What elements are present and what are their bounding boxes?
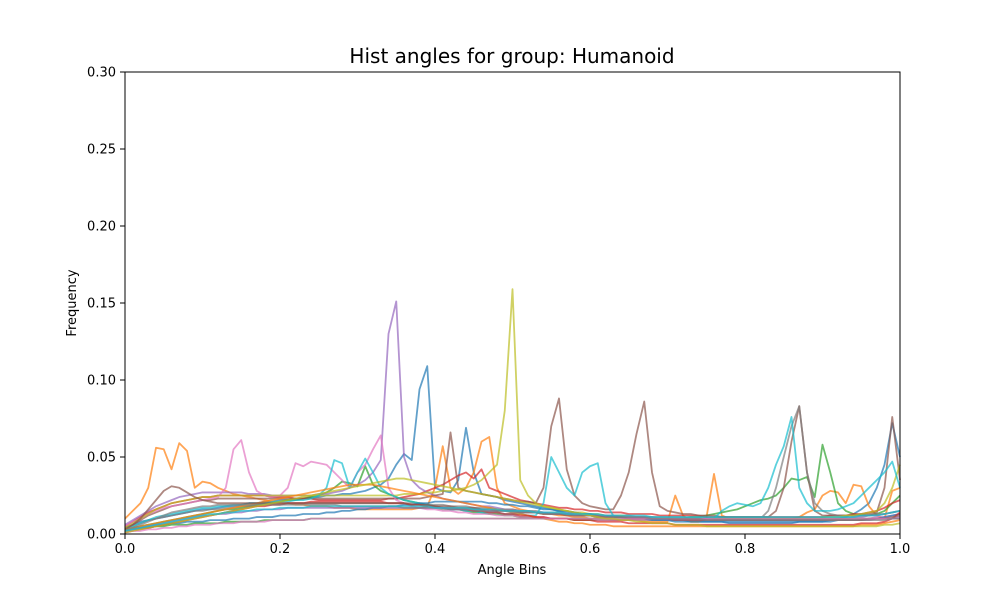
y-tick-label: 0.00 [87, 528, 116, 543]
y-axis-label: Frequency [65, 269, 80, 336]
chart-title: Hist angles for group: Humanoid [349, 44, 674, 68]
y-tick-label: 0.25 [87, 143, 116, 158]
x-tick-label: 1.0 [890, 542, 911, 557]
x-axis-ticks: 0.0 0.2 0.4 0.6 0.8 1.0 [115, 534, 911, 557]
series-line-19 [124, 477, 901, 534]
x-axis-label: Angle Bins [478, 563, 547, 578]
x-tick-label: 0.0 [115, 542, 136, 557]
series-line-20 [124, 505, 901, 532]
x-tick-label: 0.2 [270, 542, 291, 557]
series-line-11 [124, 500, 901, 532]
x-tick-label: 0.4 [425, 542, 446, 557]
y-tick-label: 0.15 [87, 297, 116, 312]
y-tick-label: 0.05 [87, 451, 116, 466]
series-layer [124, 288, 901, 534]
series-line-18 [124, 503, 900, 532]
y-axis-ticks: 0.00 0.05 0.10 0.15 0.20 0.25 0.30 [87, 66, 125, 543]
x-tick-label: 0.6 [580, 542, 601, 557]
x-tick-label: 0.8 [735, 542, 756, 557]
y-tick-label: 0.10 [87, 374, 116, 389]
series-line-17 [124, 517, 900, 534]
y-tick-label: 0.30 [87, 66, 116, 81]
y-tick-label: 0.20 [87, 220, 116, 235]
